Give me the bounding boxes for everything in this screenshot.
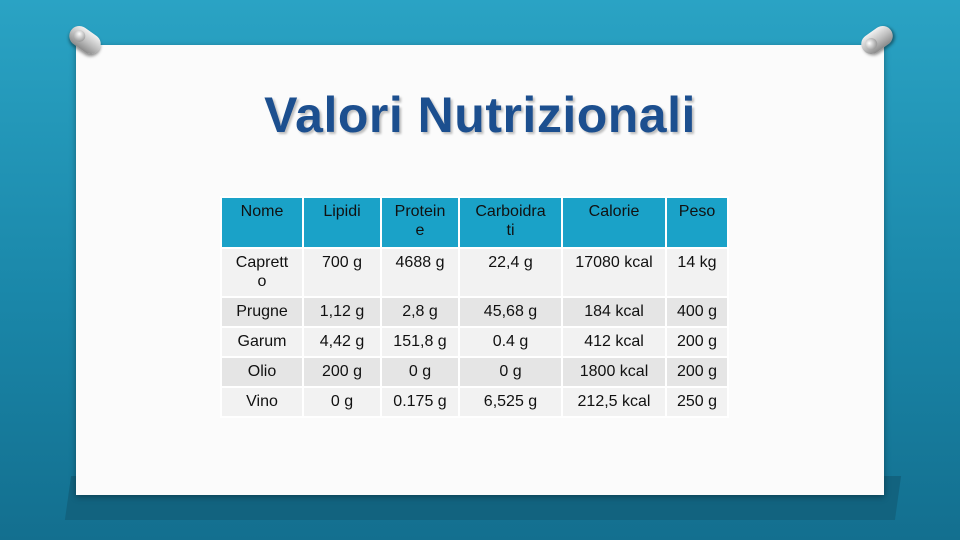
table-header-row: Nome Lipidi Protein e Carboidra ti Calorie… xyxy=(220,196,729,249)
table-row: Olio 200 g 0 g 0 g 1800 kcal 200 g xyxy=(220,356,729,388)
header-nome: Nome xyxy=(220,196,304,249)
header-proteine: Protein e xyxy=(380,196,460,249)
cell-lipidi: 1,12 g xyxy=(302,296,382,328)
cell-peso: 14 kg xyxy=(665,247,729,298)
cell-carboidrati: 0.4 g xyxy=(458,326,563,358)
table-row: Prugne 1,12 g 2,8 g 45,68 g 184 kcal 400… xyxy=(220,296,729,328)
header-peso: Peso xyxy=(665,196,729,249)
cell-calorie: 17080 kcal xyxy=(561,247,667,298)
cell-carboidrati: 0 g xyxy=(458,356,563,388)
cell-nome: Caprett o xyxy=(220,247,304,298)
cell-calorie: 212,5 kcal xyxy=(561,386,667,418)
cell-calorie: 412 kcal xyxy=(561,326,667,358)
nutrition-table: Nome Lipidi Protein e Carboidra ti Calorie… xyxy=(220,196,729,418)
cell-proteine: 151,8 g xyxy=(380,326,460,358)
header-lipidi: Lipidi xyxy=(302,196,382,249)
slide-title: Valori Nutrizionali xyxy=(264,87,696,143)
cell-carboidrati: 6,525 g xyxy=(458,386,563,418)
cell-calorie: 1800 kcal xyxy=(561,356,667,388)
cell-lipidi: 0 g xyxy=(302,386,382,418)
cell-proteine: 0.175 g xyxy=(380,386,460,418)
cell-lipidi: 4,42 g xyxy=(302,326,382,358)
cell-peso: 200 g xyxy=(665,326,729,358)
cell-nome: Vino xyxy=(220,386,304,418)
cell-nome: Olio xyxy=(220,356,304,388)
header-calorie: Calorie xyxy=(561,196,667,249)
cell-proteine: 4688 g xyxy=(380,247,460,298)
cell-peso: 400 g xyxy=(665,296,729,328)
table-row: Vino 0 g 0.175 g 6,525 g 212,5 kcal 250 … xyxy=(220,386,729,418)
table-row: Caprett o 700 g 4688 g 22,4 g 17080 kcal … xyxy=(220,247,729,298)
cell-carboidrati: 45,68 g xyxy=(458,296,563,328)
cell-lipidi: 700 g xyxy=(302,247,382,298)
cell-nome: Garum xyxy=(220,326,304,358)
cell-lipidi: 200 g xyxy=(302,356,382,388)
cell-proteine: 2,8 g xyxy=(380,296,460,328)
header-carboidrati: Carboidra ti xyxy=(458,196,563,249)
cell-peso: 250 g xyxy=(665,386,729,418)
cell-peso: 200 g xyxy=(665,356,729,388)
cell-nome: Prugne xyxy=(220,296,304,328)
cell-carboidrati: 22,4 g xyxy=(458,247,563,298)
cell-calorie: 184 kcal xyxy=(561,296,667,328)
table-row: Garum 4,42 g 151,8 g 0.4 g 412 kcal 200 … xyxy=(220,326,729,358)
cell-proteine: 0 g xyxy=(380,356,460,388)
